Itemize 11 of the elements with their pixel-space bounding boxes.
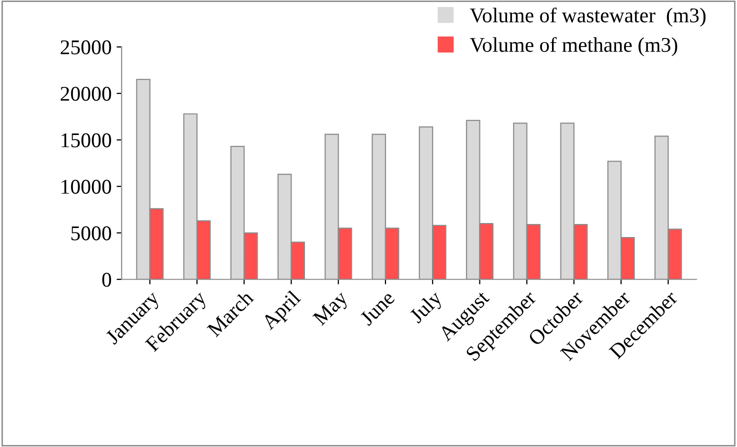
y-tick-label: 25000: [60, 40, 112, 54]
y-tick-label: 10000: [62, 180, 112, 194]
y-tick-label: 15000: [62, 133, 112, 148]
y-tick-label: 5000: [71, 226, 112, 240]
x-tick-label: June: [359, 290, 396, 326]
legend-label: Volume of wastewater (m3): [470, 8, 706, 27]
legend-label: Volume of methane (m3): [470, 37, 678, 56]
y-tick-label: 20000: [60, 86, 112, 101]
x-tick-label: July: [408, 289, 446, 327]
y-tick-label: 0: [102, 272, 112, 287]
x-tick-label: May: [312, 290, 352, 330]
